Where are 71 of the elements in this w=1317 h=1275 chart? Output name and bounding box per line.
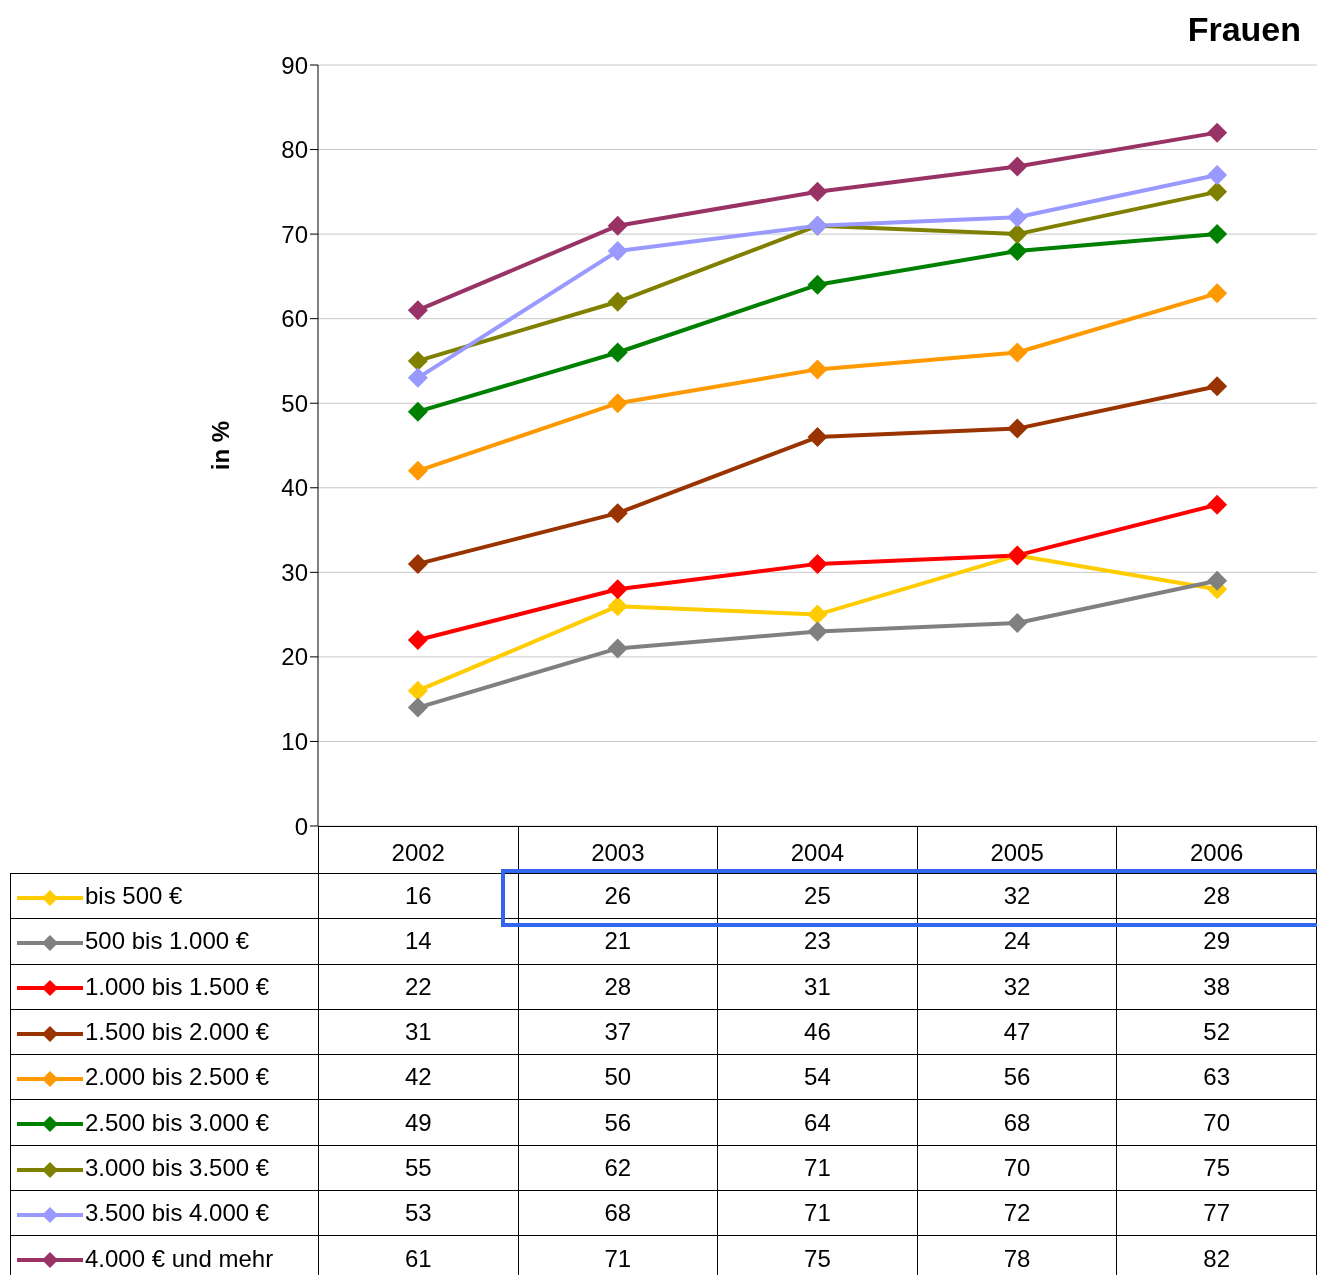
data-label: 50 [518,1054,718,1100]
data-label: 68 [518,1190,718,1236]
x-tick-label: 2002 [318,826,519,874]
legend-label: 1.500 bis 2.000 € [85,1018,270,1046]
x-tick-label: 2003 [518,826,718,874]
data-label: 56 [917,1054,1117,1100]
data-label: 78 [917,1235,1117,1275]
y-tick-label: 10 [281,727,308,755]
data-label: 23 [717,918,918,965]
data-label: 52 [1116,1009,1317,1055]
data-label: 29 [1116,918,1317,965]
data-label: 71 [518,1235,718,1275]
legend-label: 1.000 bis 1.500 € [85,972,270,1000]
y-tick-label: 90 [281,51,308,79]
data-label: 21 [518,918,718,965]
legend-label: 2.000 bis 2.500 € [85,1063,270,1091]
chart-title: Frauen [1187,10,1301,49]
y-tick-label: 30 [281,558,308,586]
data-label: 31 [717,964,918,1010]
data-label: 53 [318,1190,519,1236]
data-label: 16 [318,873,519,919]
data-label: 71 [717,1190,918,1236]
data-label: 42 [318,1054,519,1100]
data-label: 70 [1116,1099,1317,1146]
data-label: 49 [318,1099,519,1146]
data-label: 54 [717,1054,918,1100]
data-label: 77 [1116,1190,1317,1236]
data-label: 71 [717,1145,918,1191]
data-label: 68 [917,1099,1117,1146]
data-label: 82 [1116,1235,1317,1275]
data-label: 28 [518,964,718,1010]
data-label: 46 [717,1009,918,1055]
y-tick-label: 40 [281,474,308,502]
legend-label: bis 500 € [85,882,183,910]
x-tick-label: 2006 [1116,826,1317,874]
data-label: 75 [717,1235,918,1275]
y-tick-label: 70 [281,220,308,248]
data-label: 14 [318,918,519,965]
legend-label: 4.000 € und mehr [85,1244,274,1272]
x-tick-label: 2005 [917,826,1117,874]
legend-label: 2.500 bis 3.000 € [85,1108,270,1136]
legend-label: 3.000 bis 3.500 € [85,1153,270,1181]
data-label: 26 [518,873,718,919]
legend-label: 500 bis 1.000 € [85,927,250,955]
data-label: 38 [1116,964,1317,1010]
data-label: 31 [318,1009,519,1055]
data-label: 47 [917,1009,1117,1055]
y-tick-label: 0 [294,812,308,840]
y-axis-title: in % [206,420,234,471]
data-label: 22 [318,964,519,1010]
y-tick-label: 50 [281,389,308,417]
data-label: 56 [518,1099,718,1146]
data-label: 32 [917,873,1117,919]
data-label: 62 [518,1145,718,1191]
data-label: 37 [518,1009,718,1055]
y-tick-label: 60 [281,305,308,333]
legend-label: 3.500 bis 4.000 € [85,1199,270,1227]
data-label: 32 [917,964,1117,1010]
data-label: 75 [1116,1145,1317,1191]
data-label: 61 [318,1235,519,1275]
data-label: 25 [717,873,918,919]
data-label: 64 [717,1099,918,1146]
data-label: 28 [1116,873,1317,919]
data-label: 55 [318,1145,519,1191]
data-label: 72 [917,1190,1117,1236]
y-tick-label: 80 [281,136,308,164]
y-tick-label: 20 [281,643,308,671]
x-tick-label: 2004 [717,826,918,874]
data-label: 63 [1116,1054,1317,1100]
data-label: 24 [917,918,1117,965]
data-label: 70 [917,1145,1117,1191]
